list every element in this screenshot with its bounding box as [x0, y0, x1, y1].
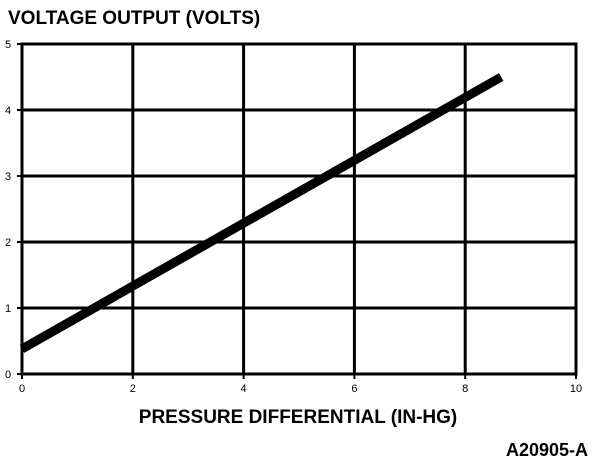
x-tick-label: 10 [570, 383, 582, 395]
x-tick-label: 2 [130, 383, 136, 395]
x-tick-labels: 0 2 4 6 8 10 [19, 374, 582, 395]
plot-frame [20, 42, 578, 376]
series-line-0 [19, 73, 504, 353]
y-tick-label: 1 [5, 303, 11, 315]
grid-lines [22, 44, 576, 374]
series-group [19, 73, 504, 353]
x-tick-label: 0 [19, 383, 25, 395]
y-tick-label: 4 [5, 105, 11, 117]
y-tick-label: 3 [5, 171, 11, 183]
chart-title: VOLTAGE OUTPUT (VOLTS) [8, 8, 260, 29]
figure-code: A20905-A [506, 440, 588, 460]
y-tick-label: 0 [5, 369, 11, 381]
x-tick-label: 8 [462, 383, 468, 395]
y-tick-labels: 0 1 2 3 4 5 [5, 39, 22, 381]
x-axis-label: PRESSURE DIFFERENTIAL (IN-HG) [139, 407, 457, 428]
y-tick-label: 5 [5, 39, 11, 51]
x-tick-label: 6 [351, 383, 357, 395]
y-tick-label: 2 [5, 237, 11, 249]
x-tick-label: 4 [241, 383, 247, 395]
